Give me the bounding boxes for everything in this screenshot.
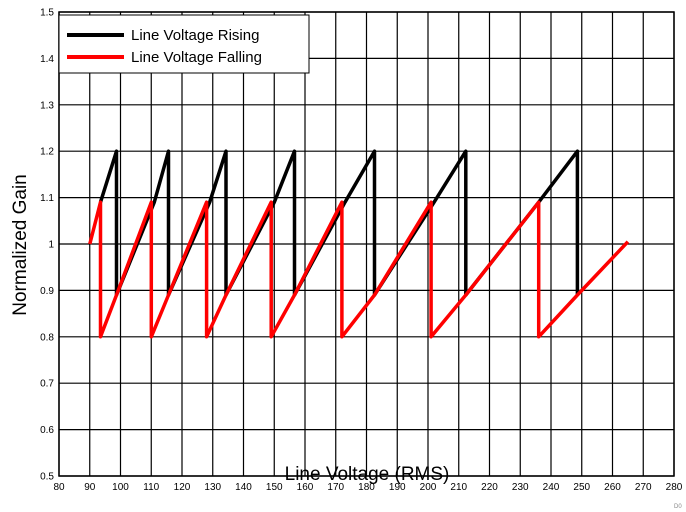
x-tick-label: 100	[112, 482, 129, 493]
y-axis-title: Normalized Gain	[10, 174, 31, 316]
legend-box	[58, 14, 310, 74]
y-tick-label: 1.3	[40, 100, 54, 111]
legend-label-rising: Line Voltage Rising	[131, 27, 259, 44]
y-tick-label: 1.5	[40, 8, 54, 19]
x-tick-label: 270	[635, 482, 652, 493]
x-tick-label: 90	[84, 482, 96, 493]
x-axis-title: Line Voltage (RMS)	[285, 464, 450, 485]
x-tick-label: 140	[235, 482, 252, 493]
x-tick-label: 240	[543, 482, 560, 493]
y-tick-label: 1	[48, 240, 54, 251]
x-tick-label: 170	[327, 482, 344, 493]
y-tick-label: 0.5	[40, 472, 54, 483]
y-tick-label: 0.8	[40, 332, 54, 343]
x-tick-label: 210	[450, 482, 467, 493]
x-tick-label: 150	[266, 482, 283, 493]
x-tick-label: 220	[481, 482, 498, 493]
legend-label-falling: Line Voltage Falling	[131, 49, 262, 66]
x-tick-label: 160	[297, 482, 314, 493]
y-tick-label: 1.4	[40, 54, 54, 65]
x-tick-label: 260	[604, 482, 621, 493]
series-layer	[88, 149, 630, 339]
legend: Line Voltage Rising Line Voltage Falling	[58, 14, 310, 74]
y-tick-label: 0.7	[40, 379, 54, 390]
y-tick-label: 1.2	[40, 147, 54, 158]
x-tick-label: 80	[53, 482, 65, 493]
x-tick-label: 280	[666, 482, 683, 493]
x-tick-label: 250	[573, 482, 590, 493]
y-tick-label: 0.6	[40, 425, 54, 436]
x-tick-label: 190	[389, 482, 406, 493]
y-tick-label: 1.1	[40, 193, 54, 204]
series-line-falling	[88, 200, 630, 339]
grid-lines	[58, 11, 675, 477]
x-tick-label: 180	[358, 482, 375, 493]
x-tick-label: 120	[174, 482, 191, 493]
plot-area-frame	[58, 11, 675, 477]
x-tick-label: 110	[143, 482, 159, 493]
tick-labels: 80 90 100 110 120 130 140 150 160 170 180 190 200 210…	[40, 8, 683, 494]
x-tick-label: 200	[420, 482, 437, 493]
series-line-rising	[98, 149, 580, 297]
x-tick-label: 130	[204, 482, 221, 493]
x-tick-label: 230	[512, 482, 529, 493]
y-tick-label: 0.9	[40, 286, 54, 297]
corner-label: D0	[674, 504, 682, 510]
